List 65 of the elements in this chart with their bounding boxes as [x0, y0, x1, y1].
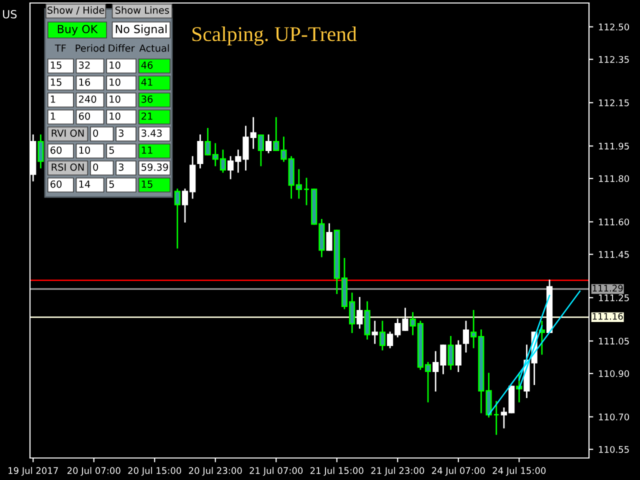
annotation: 10 — [110, 78, 120, 86]
annotation: 0 — [93, 129, 98, 137]
annotation: 59.39 — [142, 163, 168, 171]
annotation: 10 — [110, 95, 120, 103]
text: US — [3, 10, 17, 18]
annotation: 5 — [109, 180, 114, 188]
annotation: 60 — [78, 112, 90, 120]
annotation: 5 — [109, 146, 114, 154]
x-tick-label: 20 Jul 23:00 — [188, 467, 242, 476]
y-tick-label: 111.95 — [599, 142, 629, 150]
annotation: 36 — [142, 95, 153, 103]
y-tick-label: 110.90 — [599, 370, 630, 378]
y-tick-label: 110.70 — [599, 414, 630, 420]
annotation: Buy OK — [58, 24, 98, 36]
annotation: 15 — [142, 180, 152, 188]
annotation: 41 — [141, 78, 152, 86]
y-tick-label: 112.50 — [599, 24, 630, 30]
y-tick-label: 111.60 — [599, 218, 630, 226]
annotation: 60 — [50, 146, 62, 154]
x-tick-label: 21 Jul 15:00 — [310, 467, 364, 476]
annotation: 46 — [141, 61, 153, 69]
annotation: 3.43 — [142, 129, 162, 137]
annotation: RVI ON — [52, 129, 84, 137]
annotation: 3 — [118, 129, 124, 137]
x-tick-label: 21 Jul 07:00 — [250, 467, 303, 476]
x-tick-label: 20 Jul 07:00 — [67, 467, 120, 476]
annotation: TF — [54, 44, 66, 52]
annotation: 14 — [79, 180, 90, 188]
annotation: Show Lines — [115, 6, 169, 14]
annotation: 1 — [50, 112, 56, 120]
annotation: 15 — [50, 78, 62, 86]
ref-line-label: 111.29 — [592, 284, 623, 292]
y-tick-label: 111.25 — [599, 294, 629, 302]
annotation: 16 — [79, 78, 90, 86]
x-tick-label: 20 Jul 15:00 — [128, 467, 182, 476]
annotation: 60 — [50, 180, 62, 188]
annotation: Differ — [108, 44, 135, 52]
annotation: 0 — [93, 163, 98, 171]
annotation: 240 — [78, 95, 96, 103]
annotation: 11 — [142, 146, 152, 154]
annotation: No Signal — [116, 24, 167, 36]
y-tick-label: 112.15 — [599, 99, 629, 106]
x-tick-label: 24 Jul 15:00 — [492, 467, 546, 476]
x-tick-label: 21 Jul 23:00 — [371, 467, 424, 476]
annotation: 10 — [79, 146, 90, 154]
y-tick-label: 111.45 — [599, 251, 629, 258]
annotation: 1 — [50, 96, 56, 103]
annotation: 21 — [142, 112, 152, 120]
annotation: 3 — [118, 163, 124, 171]
annotation: 10 — [110, 61, 120, 69]
annotation: 32 — [79, 61, 90, 69]
annotation: 10 — [110, 112, 120, 120]
y-tick-label: 111.80 — [599, 175, 630, 182]
y-tick-label: 111.05 — [599, 338, 629, 345]
annotation: RSI ON — [52, 163, 84, 171]
ref-line-label: 111.16 — [592, 312, 623, 320]
x-tick-label: 19 Jul 2017 — [8, 467, 58, 476]
annotation: 15 — [50, 62, 62, 69]
annotation: Period — [76, 44, 104, 52]
y-tick-label: 110.55 — [599, 446, 629, 453]
text: Scalping. UP-Trend — [192, 26, 357, 46]
annotation: Show / Hide — [48, 6, 104, 15]
y-tick-label: 112.35 — [599, 56, 629, 63]
x-tick-label: 24 Jul 07:00 — [432, 467, 485, 476]
annotation: Actual — [139, 44, 169, 52]
